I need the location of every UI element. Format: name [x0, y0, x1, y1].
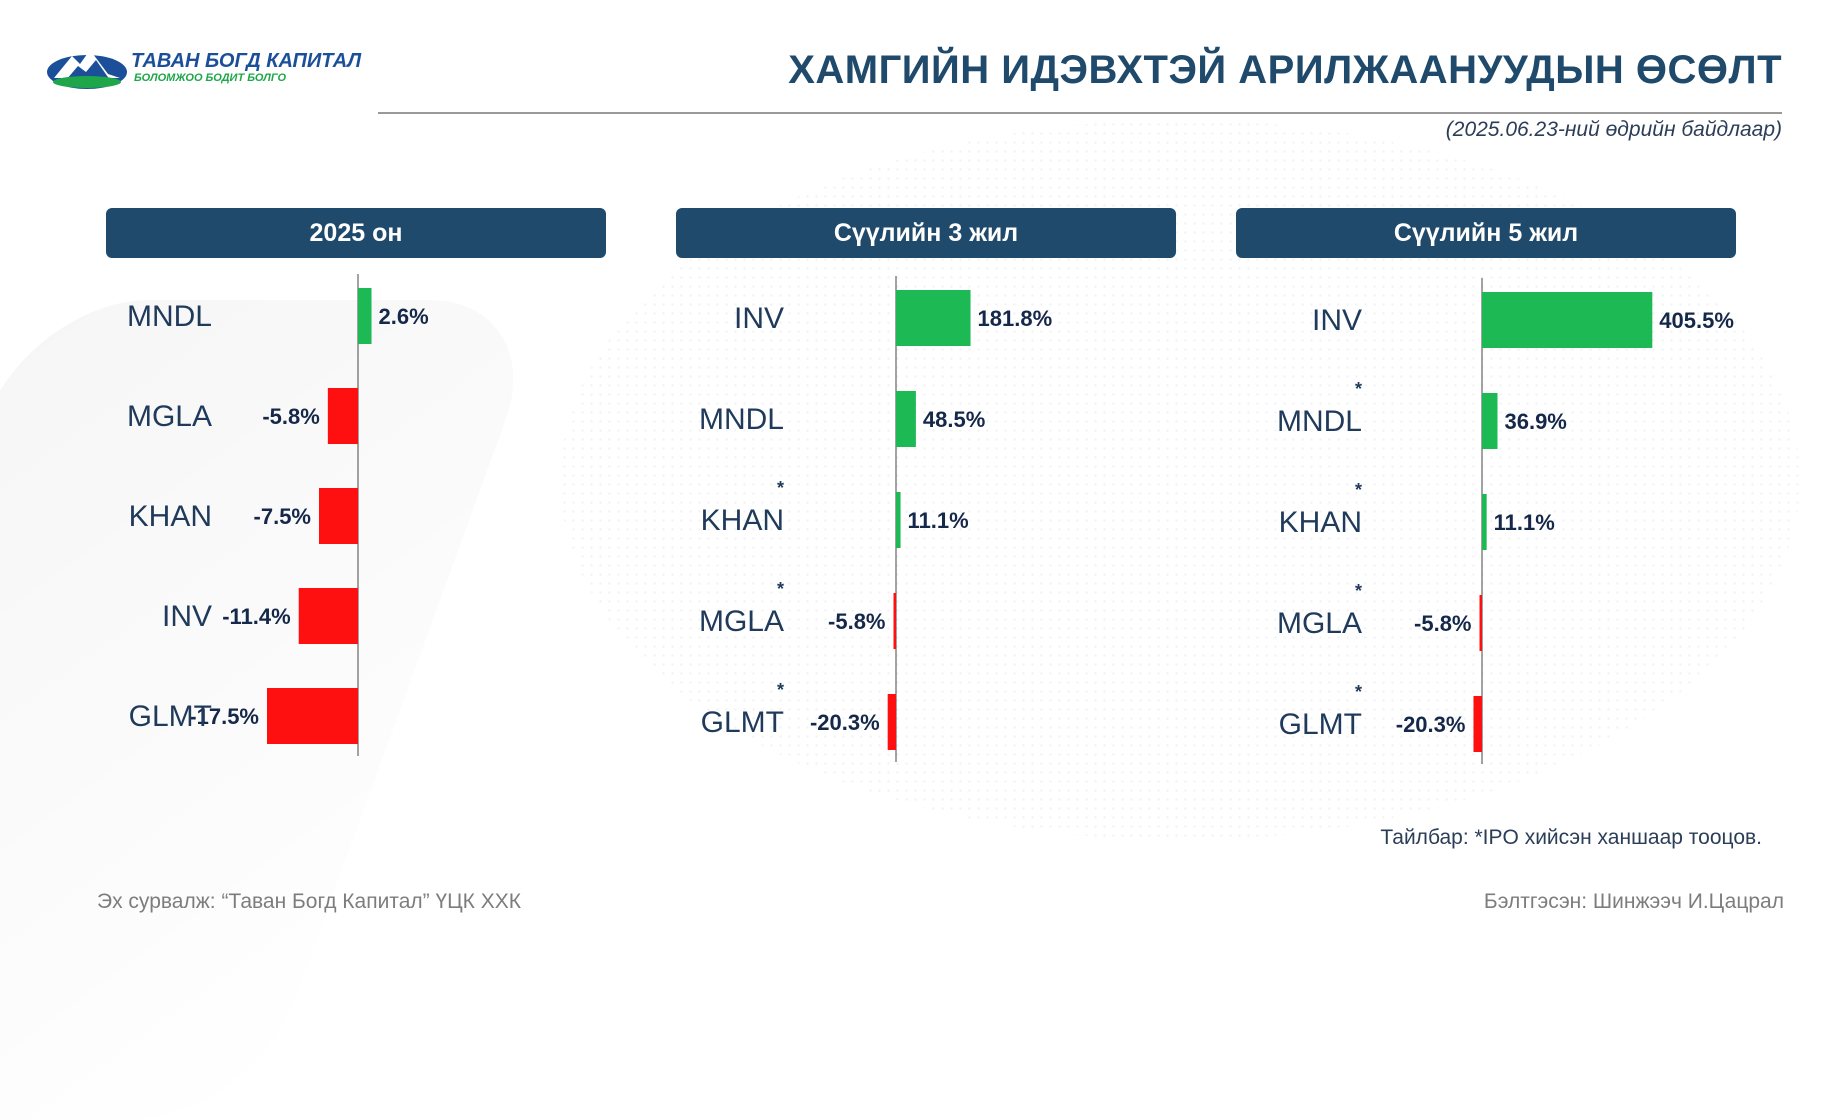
logo-tagline: БОЛОМЖОО БОДИТ БОЛГО — [134, 72, 287, 84]
bar-mgla — [1479, 595, 1482, 651]
category-label: KHAN — [129, 500, 212, 533]
bar-mndl — [896, 391, 916, 447]
panel-title: 2025 он — [106, 208, 606, 258]
category-label: GLMT — [701, 706, 784, 739]
date-note: (2025.06.23-ний өдрийн байдлаар) — [1445, 118, 1782, 141]
bar-mndl — [358, 288, 372, 344]
bar-inv — [1482, 292, 1653, 348]
data-label: 11.1% — [908, 508, 969, 533]
footnote: Тайлбар: *IPO хийсэн ханшаар тооцов. — [1380, 826, 1762, 849]
company-logo: ТАВАН БОГД КАПИТАЛ БОЛОМЖОО БОДИТ БОЛГО — [46, 46, 361, 94]
bar-inv — [298, 588, 358, 644]
bar-mndl — [1482, 393, 1498, 449]
category-label: INV — [1312, 304, 1362, 337]
data-label: 181.8% — [978, 306, 1053, 331]
data-label: 36.9% — [1504, 409, 1566, 434]
bar-mgla — [893, 593, 896, 649]
ipo-asterisk: * — [777, 579, 784, 599]
ipo-asterisk: * — [1355, 379, 1362, 399]
panel-title: Сүүлийн 3 жил — [676, 208, 1176, 258]
page-title: ХАМГИЙН ИДЭВХТЭЙ АРИЛЖААНУУДЫН ӨСӨЛТ — [788, 48, 1782, 92]
category-label: KHAN — [1279, 506, 1362, 539]
category-label: MNDL — [699, 403, 784, 436]
category-label: GLMT — [1279, 708, 1362, 741]
data-label: 405.5% — [1659, 308, 1734, 333]
bar-khan — [319, 488, 358, 544]
category-label: MNDL — [127, 300, 212, 333]
source-text: Эх сурвалж: “Таван Богд Капитал” ҮЦК ХХК — [97, 890, 521, 913]
bar-glmt — [887, 694, 896, 750]
mountain-logo-icon — [47, 50, 127, 89]
bar-inv — [896, 290, 971, 346]
bar-glmt — [267, 688, 358, 744]
data-label: -5.8% — [828, 609, 885, 634]
data-label: -5.8% — [262, 404, 319, 429]
bar-chart-5-year: 405.5% INV 36.9% MNDL * 11.1% KHAN * -5.8% MGLA * -… — [1277, 278, 1734, 764]
bar-khan — [896, 492, 901, 548]
category-label: INV — [734, 302, 784, 335]
data-label: -17.5% — [189, 704, 259, 729]
data-label: 48.5% — [923, 407, 985, 432]
category-label: MNDL — [1277, 405, 1362, 438]
panel-5-year: Сүүлийн 5 жил 405.5% INV 36.9% MNDL * 11.1% KH… — [1236, 208, 1736, 778]
category-label: INV — [162, 600, 212, 633]
data-label: -11.4% — [222, 604, 291, 629]
title-divider — [378, 112, 1782, 114]
category-label: GLMT — [129, 700, 212, 733]
category-label: MGLA — [1277, 607, 1362, 640]
bar-chart-2025: 2.6% MNDL -5.8% MGLA -7.5% KHAN -11.4% INV -17.5… — [127, 274, 429, 756]
bar-glmt — [1473, 696, 1482, 752]
bar-mgla — [327, 388, 358, 444]
bar-khan — [1482, 494, 1487, 550]
data-label: -5.8% — [1414, 611, 1471, 636]
data-label: -20.3% — [1396, 712, 1466, 737]
panel-title: Сүүлийн 5 жил — [1236, 208, 1736, 258]
data-label: -20.3% — [810, 710, 880, 735]
data-label: 2.6% — [379, 304, 429, 329]
prepared-by-text: Бэлтгэсэн: Шинжээч И.Цацрал — [1483, 890, 1784, 913]
ipo-asterisk: * — [1355, 480, 1362, 500]
panel-3-year: Сүүлийн 3 жил 181.8% INV 48.5% MNDL 11.1% KHA… — [676, 208, 1176, 778]
panel-2025: 2025 он 2.6% MNDL -5.8% MGLA -7.5% KHAN -11.4%… — [106, 208, 606, 778]
ipo-asterisk: * — [777, 478, 784, 498]
ipo-asterisk: * — [777, 680, 784, 700]
category-label: MGLA — [699, 605, 784, 638]
ipo-asterisk: * — [1355, 581, 1362, 601]
data-label: 11.1% — [1494, 510, 1555, 535]
category-label: KHAN — [701, 504, 784, 537]
logo-name: ТАВАН БОГД КАПИТАЛ — [131, 50, 362, 72]
ipo-asterisk: * — [1355, 682, 1362, 702]
category-label: MGLA — [127, 400, 212, 433]
bar-chart-3-year: 181.8% INV 48.5% MNDL 11.1% KHAN * -5.8% MGLA * -2… — [699, 276, 1053, 762]
data-label: -7.5% — [254, 504, 311, 529]
